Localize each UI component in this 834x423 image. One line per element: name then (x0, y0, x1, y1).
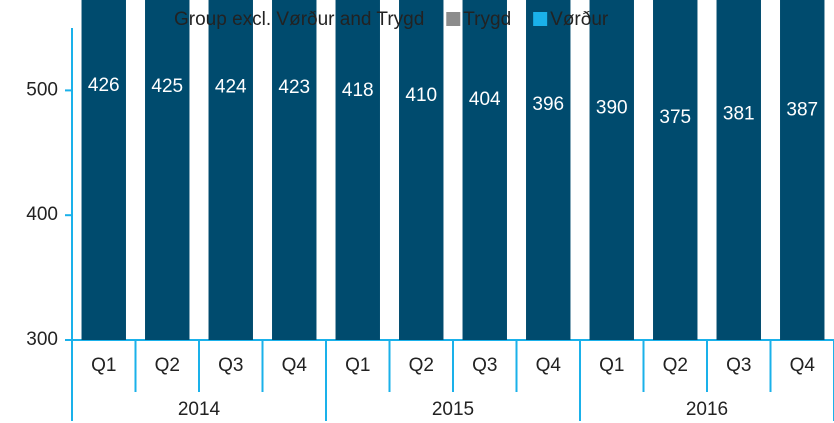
data-label: 387 (786, 100, 818, 121)
data-label: 390 (596, 98, 628, 119)
data-label: 410 (405, 85, 437, 106)
group-label: 2015 (432, 399, 474, 420)
x-tick-label: Q3 (472, 355, 497, 376)
x-tick-label: Q4 (536, 355, 562, 376)
bar-segment (780, 0, 825, 341)
bar-segment (653, 0, 698, 340)
data-label: 381 (723, 103, 755, 124)
legend-label: Vørður (550, 9, 609, 30)
data-label: 404 (469, 89, 501, 110)
y-tick-label: 400 (26, 204, 58, 225)
group-label: 2014 (178, 399, 221, 420)
legend-swatch (533, 12, 548, 26)
legend-label: Trygd (463, 9, 511, 30)
x-tick-label: Q1 (345, 355, 370, 376)
bar-segment (589, 0, 634, 340)
x-tick-label: Q3 (218, 355, 243, 376)
data-label: 375 (659, 107, 691, 128)
y-tick-label: 500 (26, 79, 58, 100)
x-tick-label: Q4 (282, 355, 308, 376)
x-tick-label: Q2 (409, 355, 434, 376)
legend-label: Group excl. Vørður and Trygd (174, 9, 424, 30)
bar-segment (81, 0, 126, 341)
legend-swatch (446, 12, 461, 26)
legend-swatch (157, 12, 171, 26)
data-label: 426 (88, 75, 120, 96)
bar-segment (208, 0, 253, 340)
data-label: 423 (278, 77, 310, 98)
bar-segment (716, 0, 761, 340)
data-label: 425 (151, 76, 183, 97)
y-tick-label: 300 (26, 329, 58, 350)
bar-segment (272, 0, 317, 340)
bar-segment (145, 0, 190, 341)
x-tick-label: Q1 (91, 355, 116, 376)
bar-segment (399, 0, 444, 340)
x-tick-label: Q2 (155, 355, 180, 376)
bar-segment (526, 0, 571, 341)
group-label: 2016 (686, 399, 728, 420)
x-tick-label: Q3 (726, 355, 751, 376)
x-tick-label: Q4 (790, 355, 816, 376)
data-label: 424 (215, 76, 247, 97)
bar-segment (335, 0, 380, 340)
data-label: 396 (532, 94, 564, 115)
x-tick-label: Q2 (663, 355, 688, 376)
x-tick-label: Q1 (599, 355, 624, 376)
data-label: 418 (342, 80, 374, 101)
bar-segment (462, 0, 507, 341)
